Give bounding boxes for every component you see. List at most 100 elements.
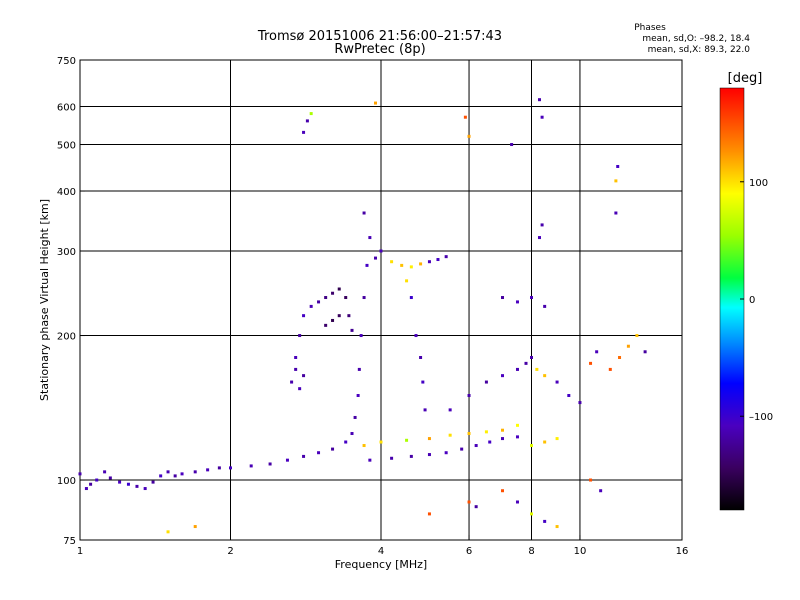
x-tick-label: 16 [676, 546, 689, 557]
data-point [229, 466, 232, 470]
y-axis-ticks: 75 100 200 300 400 500 600 750 [57, 56, 85, 547]
y-tick-label: 750 [57, 56, 76, 67]
data-point [302, 130, 306, 134]
data-point [331, 291, 335, 295]
data-point [249, 464, 253, 468]
x-axis-label: Frequency [MHz] [335, 558, 427, 571]
data-point [530, 444, 533, 448]
colorbar-tick-label: –100 [749, 412, 773, 423]
x-tick-label: 8 [528, 546, 534, 557]
colorbar-tick-label: 0 [749, 295, 755, 306]
data-point [474, 505, 478, 509]
stats-line-o: mean, sd,O: –98.2, 18.4 [642, 34, 750, 44]
data-point [409, 265, 413, 269]
data-point [409, 296, 413, 300]
data-point [365, 263, 369, 267]
data-point [362, 296, 366, 300]
data-point [89, 482, 93, 486]
data-point [337, 287, 341, 291]
data-point [217, 466, 221, 470]
data-point [294, 355, 298, 359]
data-point [368, 458, 372, 462]
data-point [589, 361, 593, 365]
data-point [302, 374, 306, 378]
x-tick-label: 10 [574, 546, 587, 557]
data-point [423, 408, 427, 412]
data-point [463, 115, 467, 119]
data-point [543, 519, 547, 523]
data-point [614, 179, 618, 183]
data-point [359, 334, 363, 338]
data-point [305, 119, 309, 123]
data-point [515, 300, 519, 304]
data-point [379, 249, 383, 253]
data-point [543, 440, 547, 444]
data-point [530, 512, 533, 516]
data-point [484, 430, 488, 434]
data-point [324, 296, 328, 300]
data-point [515, 435, 519, 439]
data-point [390, 260, 394, 264]
data-point [324, 323, 328, 327]
data-point [414, 334, 418, 338]
data-point [419, 355, 423, 359]
data-point [444, 255, 448, 259]
data-point [78, 472, 82, 476]
data-point [535, 367, 539, 371]
y-tick-label: 600 [57, 103, 76, 114]
data-point [268, 462, 272, 466]
data-point [166, 530, 170, 534]
data-point [379, 440, 383, 444]
data-point [474, 444, 478, 448]
data-point [374, 256, 378, 260]
data-point [467, 432, 471, 436]
data-point [608, 367, 612, 371]
data-point [595, 350, 599, 354]
x-tick-label: 2 [227, 546, 233, 557]
data-point [350, 328, 354, 332]
x-tick-label: 4 [378, 546, 384, 557]
y-axis-label: Stationary phase Virtual Height [km] [38, 199, 51, 401]
data-point [337, 314, 341, 318]
data-point [635, 334, 639, 338]
data-point [95, 478, 99, 482]
data-point [285, 458, 289, 462]
y-tick-label: 400 [57, 187, 76, 198]
data-point [578, 401, 582, 405]
data-point [444, 451, 448, 455]
data-point [409, 454, 413, 458]
data-point [143, 487, 147, 491]
data-point [118, 480, 122, 484]
data-point [405, 279, 409, 283]
data-point [421, 380, 425, 384]
data-point [515, 423, 519, 427]
data-point [589, 478, 593, 482]
data-point [309, 304, 313, 308]
data-point [467, 134, 471, 138]
data-point [193, 525, 197, 529]
data-point [353, 415, 357, 419]
data-point [510, 143, 514, 147]
data-point [298, 334, 302, 338]
data-point [567, 394, 571, 398]
data-point [501, 374, 505, 378]
data-point [347, 314, 351, 318]
data-points [78, 98, 647, 534]
data-point [180, 472, 184, 476]
data-point [467, 500, 471, 504]
x-tick-label: 1 [77, 546, 83, 557]
colorbar-tick-label: 100 [749, 178, 768, 189]
y-tick-label: 200 [57, 332, 76, 343]
data-point [555, 525, 559, 529]
data-point [501, 437, 505, 441]
data-point [467, 394, 471, 398]
data-point [419, 262, 423, 266]
data-point [488, 440, 492, 444]
data-point [151, 480, 155, 484]
colorbar-unit-label: [deg] [728, 71, 763, 86]
data-point [302, 454, 306, 458]
data-point [166, 470, 170, 474]
data-point [543, 374, 547, 378]
data-point [626, 344, 630, 348]
